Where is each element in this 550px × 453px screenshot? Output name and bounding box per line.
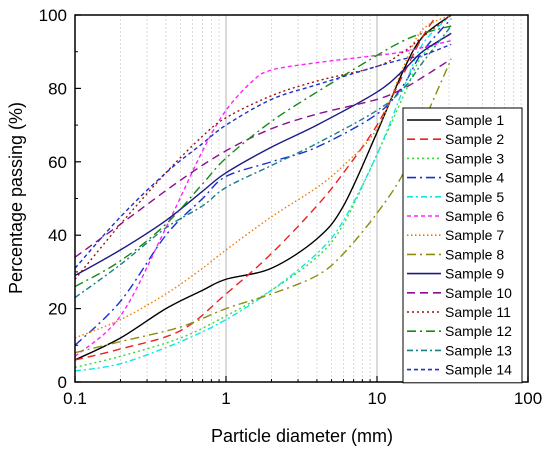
legend-label: Sample 11 bbox=[445, 304, 511, 320]
legend-label: Sample 5 bbox=[445, 189, 504, 205]
legend-label: Sample 10 bbox=[445, 285, 512, 301]
y-tick-label: 0 bbox=[58, 373, 67, 392]
series-line-10 bbox=[74, 58, 452, 258]
series-lines bbox=[74, 14, 452, 372]
legend-box bbox=[402, 107, 523, 384]
legend-label: Sample 4 bbox=[445, 170, 504, 186]
legend-label: Sample 9 bbox=[445, 266, 504, 282]
series-line-3 bbox=[74, 32, 452, 369]
y-axis-label: Percentage passing (%) bbox=[6, 102, 26, 294]
legend-label: Sample 12 bbox=[445, 323, 512, 339]
legend-label: Sample 1 bbox=[445, 112, 504, 128]
legend: Sample 1 Sample 2 Sample 3 Sample 4 Sample 5… bbox=[402, 107, 523, 384]
y-tick-label: 60 bbox=[48, 153, 67, 172]
x-tick-label: 1 bbox=[221, 389, 230, 408]
legend-label: Sample 7 bbox=[445, 227, 504, 243]
series-line-14 bbox=[74, 43, 452, 269]
y-tick-labels: 0 20 40 60 80 100 bbox=[39, 6, 67, 392]
y-tick-label: 20 bbox=[48, 300, 67, 319]
series-line-1 bbox=[74, 14, 452, 361]
y-tick-label: 80 bbox=[48, 79, 67, 98]
series-line-7 bbox=[74, 14, 452, 339]
series-line-13 bbox=[74, 25, 452, 299]
legend-label: Sample 3 bbox=[445, 150, 504, 166]
legend-label: Sample 2 bbox=[445, 131, 504, 147]
x-tick-labels: 0.1 1 10 100 bbox=[63, 389, 542, 408]
y-tick-label: 40 bbox=[48, 226, 67, 245]
series-line-8 bbox=[74, 58, 452, 354]
x-tick-label: 0.1 bbox=[63, 389, 87, 408]
x-axis-label: Particle diameter (mm) bbox=[211, 426, 393, 446]
series-line-6 bbox=[74, 40, 452, 357]
series-line-4 bbox=[74, 18, 452, 346]
series-line-12 bbox=[74, 25, 452, 288]
series-line-2 bbox=[74, 14, 438, 361]
legend-label: Sample 13 bbox=[445, 342, 512, 358]
series-line-11 bbox=[74, 14, 452, 280]
x-tick-label: 10 bbox=[368, 389, 387, 408]
legend-label: Sample 8 bbox=[445, 246, 504, 262]
y-tick-label: 100 bbox=[39, 6, 67, 25]
series-line-9 bbox=[74, 32, 452, 277]
legend-label: Sample 14 bbox=[445, 362, 512, 378]
x-tick-label: 100 bbox=[514, 389, 542, 408]
series-line-5 bbox=[74, 14, 452, 372]
legend-label: Sample 6 bbox=[445, 208, 504, 224]
